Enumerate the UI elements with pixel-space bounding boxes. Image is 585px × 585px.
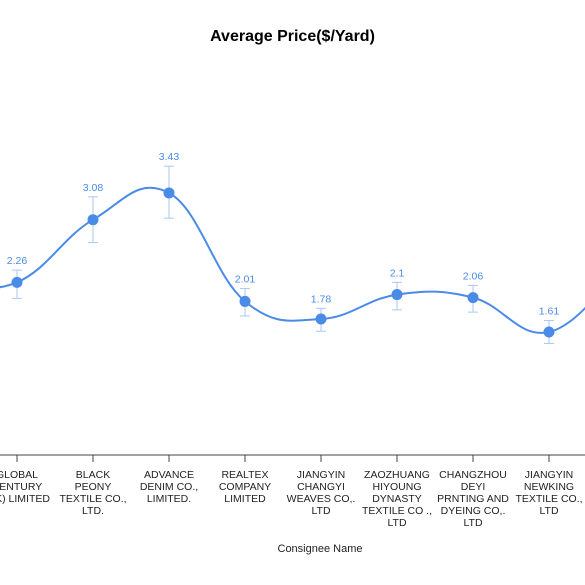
category-label: REALTEX COMPANY LIMITED <box>219 469 271 505</box>
data-point[interactable] <box>239 295 251 307</box>
data-point[interactable] <box>391 289 403 301</box>
chart-title: Average Price($/Yard) <box>210 28 375 45</box>
data-points <box>11 187 555 338</box>
data-point[interactable] <box>315 313 327 325</box>
category-label: GLOBALCENTURY(HK) LIMITED <box>0 469 50 505</box>
data-point[interactable] <box>87 214 99 226</box>
data-label: 1.78 <box>311 293 332 305</box>
category-label: CHANGZHOU DEYI PRNTING AND DYEING CO,. LTD <box>437 469 509 529</box>
series-line <box>0 186 585 334</box>
data-label: 3.08 <box>83 182 104 194</box>
data-point[interactable] <box>11 276 23 288</box>
data-label: 2.06 <box>463 270 484 282</box>
data-point[interactable] <box>543 326 555 338</box>
category-labels: GLOBALCENTURY(HK) LIMITEDBLACKPEONYTEXTI… <box>0 469 583 529</box>
data-label: 3.43 <box>159 151 180 163</box>
category-label: BLACK PEONY TEXTILE CO., LTD. <box>59 469 126 517</box>
category-label: JIANGYIN CHANGYI WEAVES CO,. LTD <box>287 469 356 517</box>
x-axis-ticks <box>16 455 550 462</box>
category-label: ZAOZHUANG HIYOUNG DYNASTY TEXTILE CO ., LTD <box>362 469 432 529</box>
data-label: 2.01 <box>235 273 256 285</box>
category-label: JIANGYIN NEWKING TEXTILE CO., LTD <box>515 469 582 517</box>
data-label: 2.1 <box>390 267 405 279</box>
data-label: 2.26 <box>7 255 28 267</box>
data-point[interactable] <box>467 292 479 304</box>
data-point[interactable] <box>163 187 175 199</box>
data-label: 1.61 <box>539 306 560 318</box>
data-labels: 2.26 3.08 3.43 2.01 1.78 2.1 2.06 1.61 <box>7 151 560 317</box>
x-axis-title: Consignee Name <box>277 543 363 555</box>
category-label: ADVANCE DENIM CO., LIMITED. <box>140 469 198 505</box>
